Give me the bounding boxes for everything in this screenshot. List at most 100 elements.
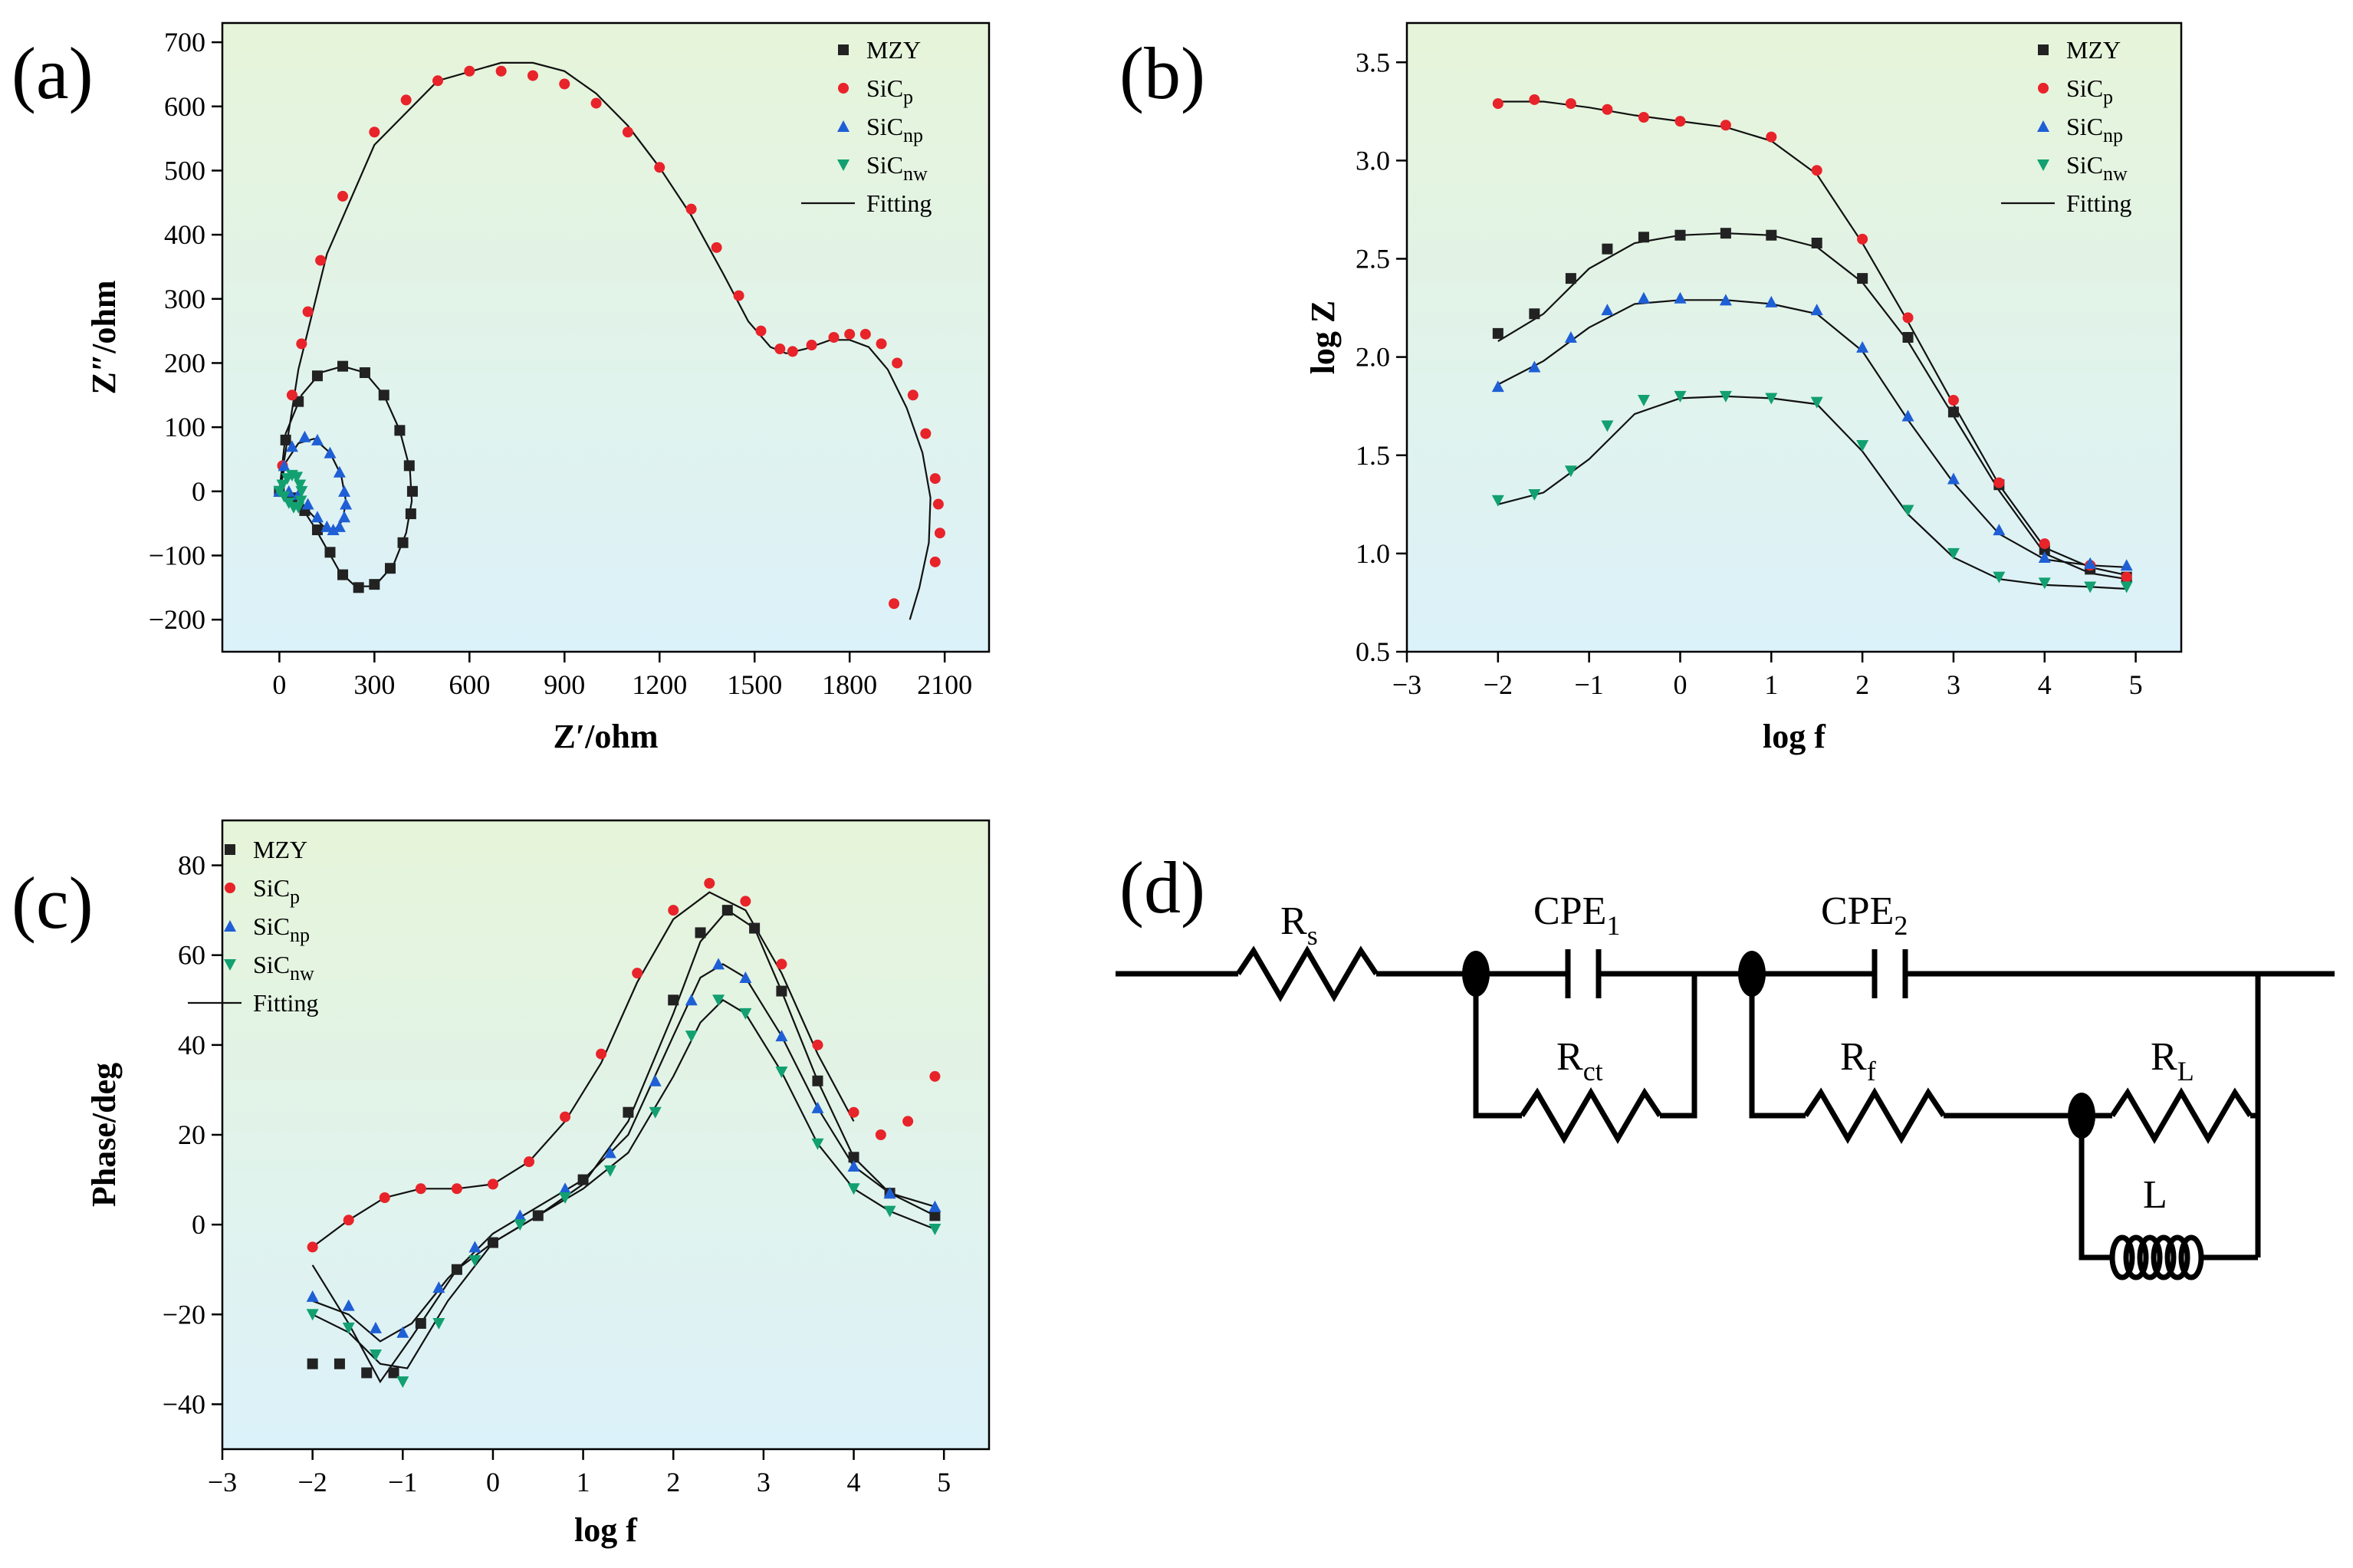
- data-point: [685, 203, 697, 215]
- data-point: [847, 1160, 860, 1172]
- bode-phase-chart: −3 −2 −1 0 1 2 3 4 5 −40 −20 0 20 40 60 80 log f Phase/de…: [85, 819, 991, 1549]
- data-point: [2038, 577, 2051, 590]
- inductor-l: [2105, 1234, 2208, 1280]
- legend: MZY SiCp SiCnp SiCnw Fitting: [801, 36, 932, 217]
- data-point: [532, 1210, 544, 1221]
- data-point: [907, 390, 919, 401]
- data-point: [278, 491, 291, 503]
- data-point: [301, 498, 314, 510]
- data-point: [298, 430, 311, 442]
- nyquist-chart: 0 300 600 900 1200 1500 1800 2100 −200 −100 0 100 20…: [85, 21, 991, 755]
- y-tick-label: −200: [149, 604, 205, 635]
- data-point: [294, 479, 307, 491]
- data-point: [388, 1367, 399, 1379]
- x-tick-label: −2: [297, 1467, 327, 1497]
- data-point: [1720, 228, 1731, 239]
- y-tick-label: 0: [192, 476, 205, 507]
- circuit-branch-rct: [1473, 974, 1522, 1119]
- x-axis-title: log f: [574, 1511, 638, 1549]
- x-tick-label: 4: [847, 1467, 861, 1497]
- fitting-line: [311, 891, 855, 1248]
- data-point: [1529, 94, 1540, 105]
- resistor-rl: [2110, 1087, 2253, 1144]
- y-axis-title: log Z: [1304, 301, 1342, 375]
- data-point: [451, 1183, 462, 1195]
- data-point: [806, 340, 817, 351]
- data-point: [1810, 304, 1823, 316]
- x-tick-label: −1: [388, 1467, 417, 1497]
- data-point: [596, 1048, 607, 1060]
- series-SiCnw: [306, 994, 942, 1389]
- data-point: [1901, 409, 1914, 422]
- y-tick-label: 100: [164, 412, 205, 442]
- x-tick-label: −3: [208, 1467, 237, 1497]
- data-point: [1637, 291, 1650, 304]
- data-point: [712, 958, 725, 970]
- circuit-branch-rf: [1749, 974, 1806, 1119]
- data-point: [623, 1106, 634, 1118]
- legend: MZY SiCp SiCnp SiCnw Fitting: [188, 836, 318, 1017]
- data-point: [403, 460, 415, 472]
- series-SiCnw: [273, 469, 308, 514]
- data-point: [774, 344, 786, 355]
- data-point: [934, 528, 945, 539]
- data-point: [590, 97, 602, 109]
- data-point: [394, 425, 406, 436]
- data-point: [848, 1106, 859, 1118]
- x-tick-label: −3: [1392, 669, 1421, 700]
- label-l: L: [2143, 1173, 2167, 1217]
- data-point: [560, 1111, 571, 1123]
- data-point: [385, 563, 396, 574]
- data-point: [1674, 116, 1686, 127]
- data-point: [577, 1174, 589, 1185]
- data-point: [1564, 331, 1577, 343]
- data-point: [1565, 273, 1576, 284]
- label-cpe2: CPE2: [1821, 889, 1908, 941]
- data-point: [928, 1224, 942, 1235]
- data-point: [1947, 547, 1960, 560]
- data-point: [649, 1074, 662, 1086]
- data-point: [1993, 477, 2005, 488]
- data-point: [378, 390, 389, 401]
- data-point: [307, 1358, 318, 1369]
- data-point: [2120, 581, 2133, 593]
- label-rl: RL: [2151, 1035, 2194, 1086]
- data-point: [405, 508, 416, 520]
- data-point: [775, 1067, 788, 1078]
- plot-frame: [1405, 21, 2183, 653]
- x-tick-label: −2: [1484, 669, 1513, 700]
- data-point: [333, 465, 346, 478]
- y-axis-title: Z″/ohm: [85, 281, 123, 395]
- data-point: [1947, 395, 1959, 406]
- data-point: [327, 524, 340, 536]
- data-point: [337, 569, 349, 580]
- x-tick-label: 4: [2038, 669, 2052, 700]
- resistor-rct: [1520, 1087, 1662, 1144]
- data-point: [1719, 390, 1732, 403]
- y-tick-label: 0.5: [1356, 636, 1390, 667]
- legend-label: SiCnw: [2066, 151, 2128, 185]
- y-tick-label: 300: [164, 284, 205, 314]
- y-tick-label: 80: [178, 850, 205, 881]
- data-point: [415, 1183, 426, 1195]
- data-point: [338, 485, 351, 497]
- bode-magnitude-chart: −3 −2 −1 0 1 2 3 4 5 0.5 1.0 1.5 2.0 2.5 3.0 3.5 log f lo…: [1304, 21, 2183, 755]
- data-point: [2120, 559, 2133, 571]
- data-point: [1765, 393, 1778, 405]
- x-tick-label: 1500: [727, 669, 782, 700]
- data-point: [311, 524, 323, 536]
- x-tick-label: 600: [449, 669, 490, 700]
- legend-marker: [838, 44, 849, 55]
- data-point: [749, 922, 761, 934]
- fitting-line: [312, 998, 935, 1369]
- data-point: [1993, 524, 2006, 536]
- resistor-rf: [1803, 1087, 1946, 1144]
- data-point: [306, 1309, 319, 1321]
- data-point: [1766, 229, 1777, 241]
- data-point: [379, 1192, 390, 1203]
- data-point: [340, 498, 353, 510]
- data-point: [776, 985, 787, 997]
- x-tick-label: 5: [2129, 669, 2143, 700]
- data-point: [847, 1183, 860, 1195]
